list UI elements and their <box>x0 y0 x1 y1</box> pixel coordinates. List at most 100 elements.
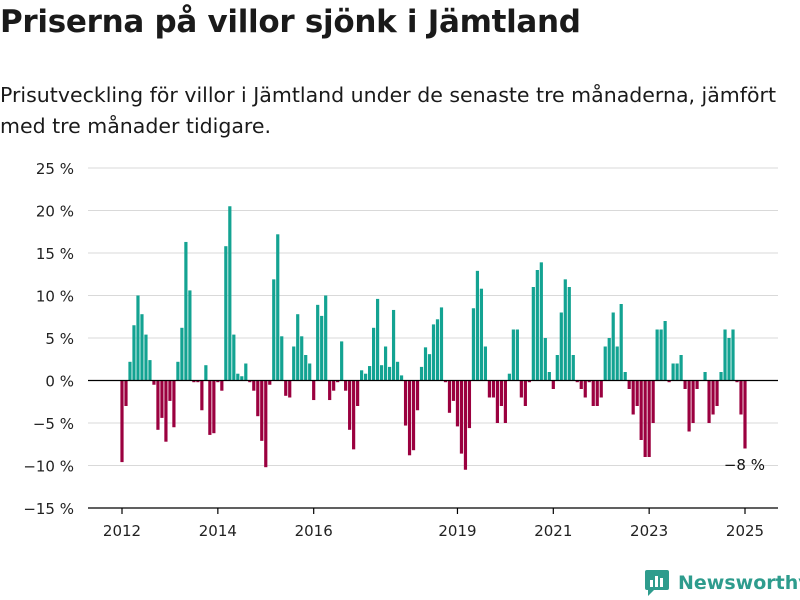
bar <box>196 380 200 383</box>
bar <box>499 380 503 406</box>
y-tick-label: 20 % <box>36 203 74 221</box>
bar <box>623 372 627 381</box>
bar <box>184 241 188 381</box>
bar <box>156 380 160 430</box>
bar <box>288 380 292 398</box>
bar <box>439 307 444 381</box>
bar <box>292 346 296 381</box>
bar <box>228 206 232 381</box>
bar <box>244 363 248 381</box>
bar <box>435 319 440 381</box>
bar <box>423 347 428 381</box>
bar <box>276 234 280 381</box>
bar <box>152 380 156 385</box>
bar <box>555 355 559 381</box>
bar <box>248 380 252 383</box>
bar <box>475 270 480 381</box>
bar <box>252 380 256 391</box>
bar <box>527 380 531 383</box>
bar <box>300 336 304 381</box>
bar <box>719 372 723 381</box>
bar <box>224 246 228 381</box>
bar <box>411 380 416 451</box>
bar <box>743 380 747 449</box>
y-tick-label: −5 % <box>33 415 74 433</box>
bar <box>216 380 220 383</box>
bar <box>647 380 651 457</box>
bar <box>180 327 184 381</box>
bar <box>503 380 507 423</box>
bar <box>715 380 719 406</box>
bar <box>727 338 731 381</box>
bar <box>551 380 555 389</box>
bar <box>451 380 456 401</box>
y-tick-label: 15 % <box>36 245 74 263</box>
bar <box>260 380 264 441</box>
x-tick-label: 2016 <box>295 522 333 540</box>
y-tick-label: 5 % <box>45 330 74 348</box>
bar <box>120 380 124 463</box>
bar <box>403 380 408 426</box>
bar <box>531 287 535 381</box>
bar <box>236 373 240 381</box>
bar <box>487 380 492 398</box>
y-tick-label: −10 % <box>23 458 74 476</box>
bar <box>635 380 639 406</box>
bar <box>324 295 328 381</box>
bar <box>599 380 603 398</box>
bar <box>140 314 144 381</box>
bar <box>723 329 727 381</box>
bar <box>220 380 224 391</box>
bar <box>455 380 460 427</box>
y-tick-label: 25 % <box>36 160 74 178</box>
x-tick-label: 2021 <box>534 522 572 540</box>
x-tick-label: 2025 <box>726 522 764 540</box>
bar <box>371 327 376 381</box>
bar <box>383 346 388 381</box>
bar <box>172 380 176 428</box>
bar <box>407 380 412 456</box>
y-tick-label: 10 % <box>36 288 74 306</box>
bar <box>375 298 380 381</box>
bar <box>328 380 332 401</box>
bar <box>312 380 316 401</box>
bar <box>296 314 300 381</box>
bar <box>280 336 284 381</box>
bar <box>419 366 424 381</box>
last-value-annotation: −8 % <box>724 456 765 474</box>
chart-subtitle: Prisutveckling för villor i Jämtland und… <box>0 83 777 138</box>
bar <box>679 355 683 381</box>
x-tick-label: 2012 <box>103 522 141 540</box>
bar <box>691 380 695 423</box>
x-tick-label: 2019 <box>438 522 476 540</box>
bar <box>591 380 595 406</box>
bar <box>192 380 196 383</box>
y-tick-labels: 25 % 20 % 15 % 10 % 5 % 0 % −5 % −10 % −15 % <box>23 160 74 518</box>
bar <box>619 304 623 381</box>
chart-title: Priserna på villor sjönk i Jämtland <box>0 4 581 40</box>
bar <box>695 380 699 389</box>
bar <box>160 380 164 418</box>
newsworthy-logo: Newsworthy <box>644 569 800 597</box>
bar <box>575 380 579 383</box>
bar <box>264 380 268 468</box>
bar <box>240 376 244 381</box>
bar <box>739 380 743 415</box>
bar <box>356 380 360 406</box>
bar <box>395 361 400 381</box>
bar <box>200 380 204 411</box>
bar <box>683 380 687 389</box>
bar <box>567 287 571 381</box>
bar <box>204 365 208 381</box>
bar <box>332 380 336 391</box>
bar <box>655 329 659 381</box>
bar <box>627 380 631 389</box>
bar <box>348 380 352 430</box>
bar <box>268 380 272 385</box>
bar <box>272 279 276 381</box>
bar <box>128 361 132 381</box>
bar <box>587 380 591 383</box>
bar <box>144 334 148 381</box>
bar <box>463 380 468 470</box>
bar <box>615 346 619 381</box>
